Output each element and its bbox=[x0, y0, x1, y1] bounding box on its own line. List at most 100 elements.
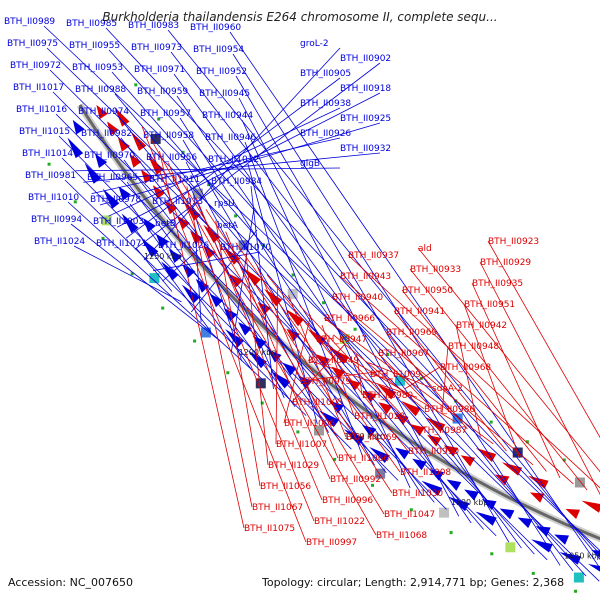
leader-line bbox=[108, 107, 341, 217]
backbone-arc bbox=[78, 104, 600, 541]
gc-marker bbox=[353, 327, 357, 331]
leader-line bbox=[186, 186, 253, 508]
leader-line bbox=[153, 251, 261, 271]
leader-line bbox=[123, 159, 341, 442]
leader-line bbox=[173, 73, 522, 549]
gene-label-reverse: BTH_II0967 bbox=[378, 349, 429, 359]
leader-line bbox=[441, 345, 449, 414]
gene-arrow bbox=[460, 455, 476, 467]
gc-marker bbox=[574, 589, 578, 593]
gene-label-forward: glgB bbox=[300, 159, 320, 169]
gene-label-reverse: BTH_II0929 bbox=[480, 258, 531, 268]
leader-line bbox=[215, 220, 261, 487]
gene-label-reverse: BTH_II0990 bbox=[408, 447, 459, 457]
gc-marker bbox=[370, 483, 374, 487]
gene-arrow bbox=[316, 354, 330, 367]
leader-line bbox=[170, 51, 574, 572]
leader-line bbox=[43, 25, 600, 552]
leader-line bbox=[176, 95, 472, 524]
gene-arrow bbox=[475, 511, 497, 526]
content-block bbox=[505, 542, 516, 553]
gene-label-forward: BTH_II0902 bbox=[340, 54, 391, 64]
gc-marker bbox=[260, 401, 264, 405]
gene-arrow bbox=[286, 328, 300, 342]
gene-arrow bbox=[164, 200, 178, 215]
gene-arrow bbox=[554, 534, 570, 545]
gc-marker bbox=[489, 420, 493, 424]
leader-line bbox=[283, 315, 312, 424]
gene-arrow bbox=[168, 249, 182, 263]
content-block bbox=[375, 468, 386, 479]
leader-line bbox=[205, 209, 393, 494]
gene-label-forward: betA bbox=[217, 221, 239, 231]
gene-label-forward: BTH_II0975 bbox=[7, 39, 58, 49]
gene-label-forward: BTH_II0965 bbox=[87, 173, 138, 183]
gene-label-reverse: BTH_II0986 bbox=[424, 405, 475, 415]
leader-line bbox=[404, 366, 441, 390]
leader-line bbox=[135, 247, 173, 292]
leader-line bbox=[73, 245, 182, 303]
gene-label-forward: BTH_II0974 bbox=[78, 107, 129, 117]
leader-line bbox=[150, 138, 377, 536]
gc-marker bbox=[193, 339, 197, 343]
content-block bbox=[313, 425, 324, 436]
leader-line bbox=[229, 31, 600, 569]
leader-line bbox=[168, 162, 315, 522]
gene-label-forward: BTH_II0946 bbox=[205, 133, 256, 143]
gene-label-forward: BTH_II0984 bbox=[211, 177, 262, 187]
gene-label-reverse: BTH_II1008 bbox=[400, 468, 451, 478]
content-block bbox=[255, 378, 266, 389]
gc-marker bbox=[130, 272, 134, 276]
gene-arrow bbox=[129, 153, 142, 168]
gene-label-forward: BTH_II0953 bbox=[72, 63, 123, 73]
gene-label-forward: BTH_II0959 bbox=[137, 87, 188, 97]
gene-arrow bbox=[107, 121, 119, 136]
gene-arrow bbox=[143, 218, 156, 233]
gc-marker bbox=[291, 273, 295, 277]
gene-label-forward: BTH_II1013 bbox=[152, 197, 203, 207]
leader-line bbox=[58, 135, 399, 481]
leader-line bbox=[177, 174, 385, 515]
gene-label-forward: rpsU bbox=[214, 199, 235, 209]
gene-label-forward: BTH_II0973 bbox=[131, 43, 182, 53]
gene-arrow bbox=[72, 119, 85, 135]
gene-arrow bbox=[565, 508, 581, 519]
content-block bbox=[238, 240, 249, 251]
gene-arrow bbox=[448, 496, 470, 512]
scale-tick-label: 1200 kbp bbox=[239, 348, 277, 357]
gene-label-reverse: BTH_II1007 bbox=[276, 440, 327, 450]
leader-line bbox=[126, 181, 296, 408]
leader-line bbox=[266, 274, 409, 452]
gene-label-forward: BTH_II0982 bbox=[81, 129, 132, 139]
gene-arrow bbox=[464, 489, 479, 501]
leader-line bbox=[369, 373, 393, 381]
gene-label-reverse: BTH_II1075 bbox=[244, 524, 295, 534]
leader-line bbox=[91, 137, 341, 195]
gene-label-forward: BTH_II0971 bbox=[134, 65, 185, 75]
gene-arrow bbox=[535, 526, 551, 537]
gene-arrow bbox=[190, 230, 203, 245]
leader-line bbox=[70, 223, 222, 343]
leader-line bbox=[159, 150, 245, 529]
leader-line bbox=[129, 203, 253, 371]
leader-line bbox=[487, 240, 600, 439]
gene-label-reverse: BTH_II0950 bbox=[402, 286, 453, 296]
leader-line bbox=[120, 137, 387, 474]
gene-arrow bbox=[376, 383, 397, 400]
gene-label-reverse: BTH_II0968 bbox=[440, 363, 491, 373]
content-block bbox=[439, 507, 450, 518]
gene-label-forward: BTH_II0958 bbox=[143, 131, 194, 141]
scale-tick-label: 1250 kbp bbox=[144, 252, 182, 261]
gene-label-reverse: BTH_II1069 bbox=[346, 433, 397, 443]
gene-label-forward: BTH_II0944 bbox=[202, 111, 253, 121]
gene-arrow bbox=[378, 402, 393, 415]
gc-marker bbox=[296, 430, 300, 434]
gc-marker bbox=[226, 371, 230, 375]
gene-arrow bbox=[181, 284, 200, 304]
gene-label-forward: BTH_II0960 bbox=[190, 23, 241, 33]
gene-label-forward: BTH_II0945 bbox=[199, 89, 250, 99]
leader-line bbox=[241, 119, 411, 489]
gc-marker bbox=[134, 83, 138, 87]
leader-line bbox=[194, 227, 202, 323]
